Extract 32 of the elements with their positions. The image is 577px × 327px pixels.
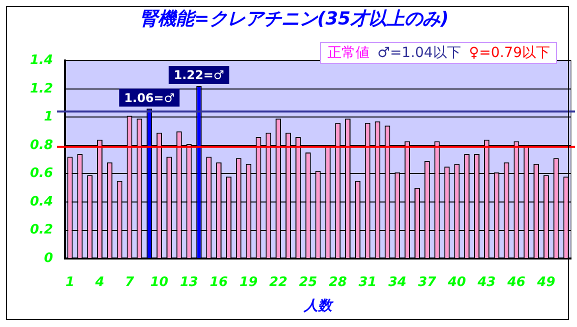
data-label: 1.06=♂ (124, 90, 175, 105)
x-tick-label: 34 (388, 274, 406, 290)
x-tick-label: 16 (210, 274, 228, 290)
x-tick-label: 46 (506, 274, 526, 290)
y-tick-label: 0.6 (30, 166, 54, 182)
chart-title: 腎機能=クレアチニン(35才以上のみ) (140, 8, 449, 30)
y-tick-label: 0 (44, 250, 54, 266)
x-tick-label: 31 (358, 274, 377, 290)
y-tick-label: 0.2 (30, 222, 54, 238)
x-tick-label: 7 (124, 274, 135, 290)
annotation: 正常値 (327, 45, 370, 61)
y-tick-label: 0.4 (30, 194, 54, 210)
x-tick-label: 43 (476, 274, 496, 290)
ref-line-label: ♂=1.04以下 (377, 45, 461, 61)
x-tick-label: 19 (240, 274, 258, 290)
x-tick-label: 10 (150, 274, 168, 290)
y-tick-label: 1.4 (30, 52, 54, 68)
x-tick-label: 13 (180, 274, 198, 290)
x-tick-label: 28 (328, 274, 347, 290)
y-tick-label: 0.8 (30, 138, 54, 153)
x-tick-label: 22 (269, 274, 288, 290)
x-tick-label: 49 (536, 274, 556, 290)
data-label: 1.22=♂ (174, 68, 224, 82)
x-tick-label: 25 (299, 274, 318, 290)
x-tick-label: 1 (65, 274, 75, 290)
x-tick-label: 40 (446, 274, 466, 290)
x-tick-label: 4 (94, 274, 104, 290)
y-tick-label: 1.2 (30, 81, 54, 96)
x-tick-label: 37 (418, 274, 438, 290)
ref-line-label: ♀=0.79以下 (468, 45, 550, 61)
x-axis-title: 人数 (303, 298, 334, 314)
y-tick-label: 1 (44, 110, 54, 125)
